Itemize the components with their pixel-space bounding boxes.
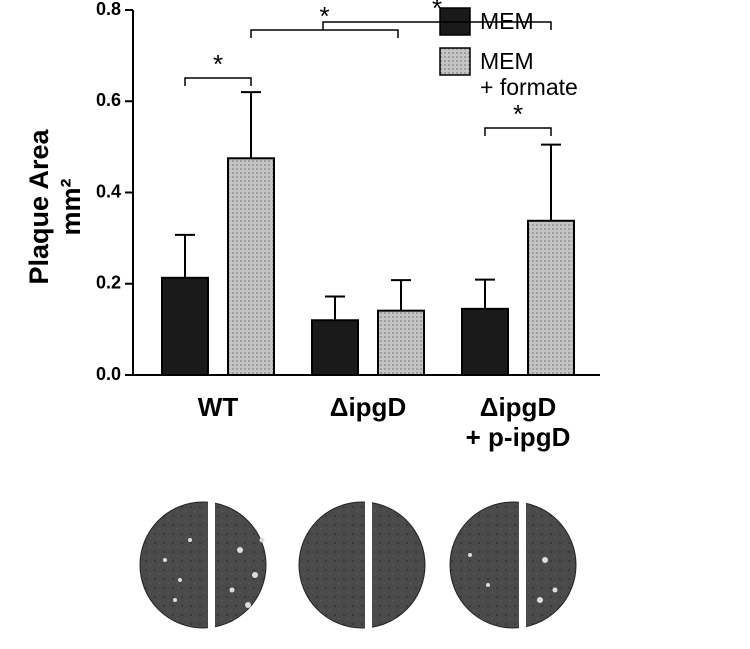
significance-label: * bbox=[319, 1, 329, 31]
bar bbox=[161, 276, 209, 377]
x-tick-label: ΔipgD bbox=[329, 392, 407, 422]
plates bbox=[139, 498, 577, 638]
legend-label: MEM bbox=[480, 8, 534, 34]
significance-bracket bbox=[250, 29, 399, 38]
bar bbox=[227, 157, 275, 376]
bar bbox=[311, 319, 359, 376]
y-tick-label: 0.0 bbox=[96, 364, 121, 384]
y-axis-label: Plaque Area mm² bbox=[24, 129, 86, 285]
legend-label: MEM + formate bbox=[480, 48, 578, 100]
significance-label: * bbox=[432, 0, 442, 23]
x-tick-label: WT bbox=[197, 392, 239, 422]
significance-bracket bbox=[184, 77, 252, 86]
bar bbox=[461, 307, 509, 376]
y-tick-label: 0.8 bbox=[96, 0, 121, 19]
y-tick-label: 0.6 bbox=[96, 90, 121, 110]
bar bbox=[377, 309, 425, 377]
x-tick-label: ΔipgD + p-ipgD bbox=[465, 392, 571, 452]
y-tick-label: 0.2 bbox=[96, 273, 121, 293]
y-tick-label: 0.4 bbox=[96, 181, 121, 201]
significance-label: * bbox=[213, 49, 223, 79]
significance-bracket bbox=[322, 21, 552, 30]
legend-swatch bbox=[439, 47, 471, 76]
significance-bracket bbox=[484, 127, 552, 136]
bar bbox=[527, 219, 575, 376]
significance-label: * bbox=[513, 99, 523, 129]
